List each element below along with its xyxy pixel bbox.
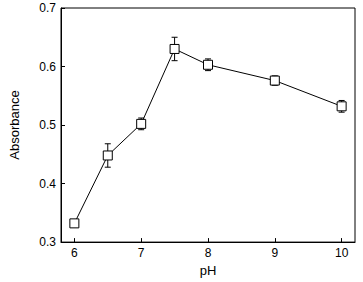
svg-text:0.4: 0.4 [39, 177, 56, 191]
svg-text:6: 6 [71, 246, 78, 260]
svg-text:10: 10 [335, 246, 349, 260]
svg-text:9: 9 [271, 246, 278, 260]
svg-text:0.3: 0.3 [39, 235, 56, 249]
svg-text:7: 7 [138, 246, 145, 260]
svg-text:pH: pH [200, 263, 217, 278]
svg-text:8: 8 [205, 246, 212, 260]
svg-text:0.6: 0.6 [39, 60, 56, 74]
svg-text:Absorbance: Absorbance [7, 90, 22, 159]
svg-text:0.7: 0.7 [39, 1, 56, 15]
svg-text:0.5: 0.5 [39, 118, 56, 132]
